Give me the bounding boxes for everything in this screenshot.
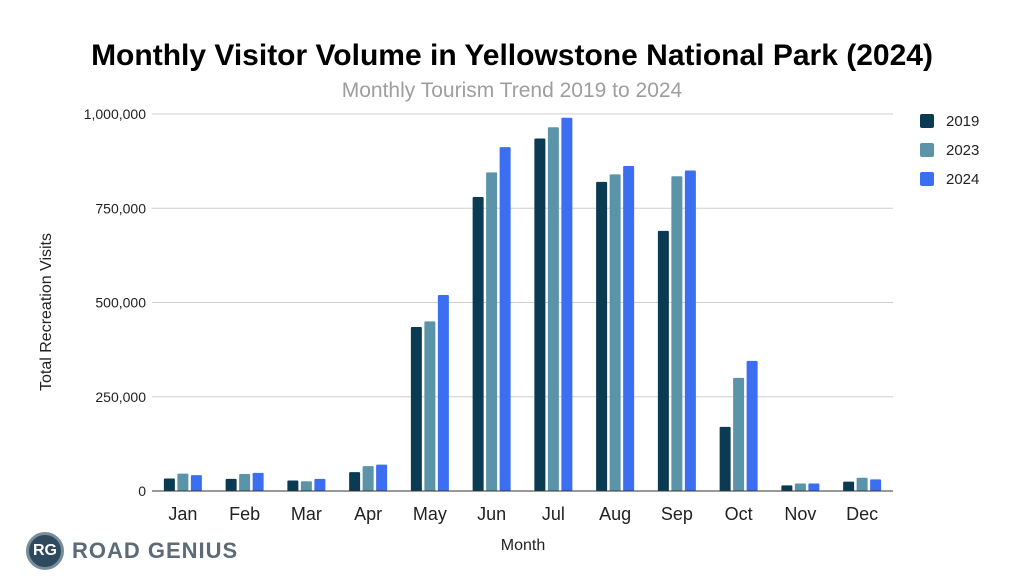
- x-tick-label: Aug: [599, 504, 631, 524]
- bar-2019-mar: [287, 480, 299, 491]
- legend-swatch-2023: [920, 143, 934, 157]
- bar-2019-jan: [163, 478, 175, 491]
- x-tick-label: Dec: [846, 504, 878, 524]
- legend-label-2024: 2024: [946, 171, 979, 188]
- y-axis-label: Total Recreation Visits: [38, 233, 55, 391]
- bar-2024-may: [437, 294, 449, 491]
- bar-2019-feb: [225, 478, 237, 491]
- y-tick-label: 250,000: [95, 389, 146, 405]
- bar-2019-oct: [719, 426, 731, 491]
- legend-swatch-2019: [920, 114, 934, 128]
- x-tick-label: Mar: [291, 504, 322, 524]
- bar-2023-may: [424, 321, 436, 491]
- gridlines: [152, 113, 893, 398]
- bar-2024-feb: [252, 472, 264, 491]
- bar-2023-oct: [733, 377, 745, 491]
- bar-2023-sep: [671, 176, 683, 491]
- bar-2023-nov: [794, 483, 806, 491]
- x-tick-label: Apr: [354, 504, 382, 524]
- y-tick-label: 1,000,000: [84, 106, 146, 122]
- logo-text: ROAD GENIUS: [72, 538, 239, 563]
- bar-2019-dec: [843, 481, 855, 491]
- bar-2023-apr: [362, 466, 374, 491]
- bar-2019-jun: [472, 196, 484, 491]
- legend-swatch-2024: [920, 172, 934, 186]
- chart-title: Monthly Visitor Volume in Yellowstone Na…: [91, 39, 933, 72]
- bar-2024-jul: [561, 117, 573, 492]
- road-genius-logo: RG ROAD GENIUS: [26, 532, 238, 570]
- y-axis-ticks: 0 250,000 500,000 750,000 1,000,000: [84, 106, 147, 499]
- bar-2023-feb: [239, 474, 251, 491]
- x-tick-label: Sep: [661, 504, 693, 524]
- bar-2023-dec: [856, 477, 868, 491]
- logo-badge-icon: RG: [26, 532, 64, 570]
- legend-label-2023: 2023: [946, 142, 979, 159]
- legend: 2019 2023 2024: [920, 113, 979, 188]
- bar-2023-aug: [609, 174, 621, 491]
- bar-2019-sep: [657, 230, 669, 491]
- bar-2024-oct: [746, 360, 758, 491]
- x-tick-label: May: [413, 504, 447, 524]
- x-axis-ticks: Jan Feb Mar Apr May Jun Jul Aug Sep Oct Nov Dec: [168, 504, 878, 524]
- y-tick-label: 500,000: [95, 295, 146, 311]
- bar-2023-mar: [300, 481, 312, 491]
- x-tick-label: Jul: [542, 504, 565, 524]
- bar-2019-apr: [349, 472, 361, 491]
- bar-2019-nov: [781, 485, 793, 491]
- bar-2024-dec: [870, 479, 882, 491]
- x-tick-label: Nov: [784, 504, 816, 524]
- bar-2024-sep: [684, 170, 696, 492]
- chart-subtitle: Monthly Tourism Trend 2019 to 2024: [342, 79, 683, 102]
- bar-2023-jan: [177, 473, 189, 491]
- bar-2024-apr: [376, 464, 388, 491]
- bar-2019-may: [410, 327, 422, 491]
- y-tick-label: 0: [138, 483, 146, 499]
- bar-2024-aug: [623, 166, 635, 491]
- bar-2024-mar: [314, 478, 326, 491]
- bars: [163, 117, 882, 492]
- x-axis-label: Month: [501, 537, 545, 554]
- bar-2023-jun: [486, 172, 498, 491]
- bar-2024-jan: [190, 475, 202, 491]
- x-tick-label: Jan: [168, 504, 197, 524]
- y-tick-label: 750,000: [95, 200, 146, 216]
- bar-2024-nov: [808, 483, 820, 491]
- bar-2024-jun: [499, 147, 511, 491]
- bar-2019-jul: [534, 138, 546, 491]
- bar-2023-jul: [547, 127, 559, 491]
- legend-label-2019: 2019: [946, 113, 979, 130]
- x-tick-label: Jun: [477, 504, 506, 524]
- x-tick-label: Feb: [229, 504, 260, 524]
- bar-2019-aug: [596, 181, 608, 492]
- x-tick-label: Oct: [725, 504, 753, 524]
